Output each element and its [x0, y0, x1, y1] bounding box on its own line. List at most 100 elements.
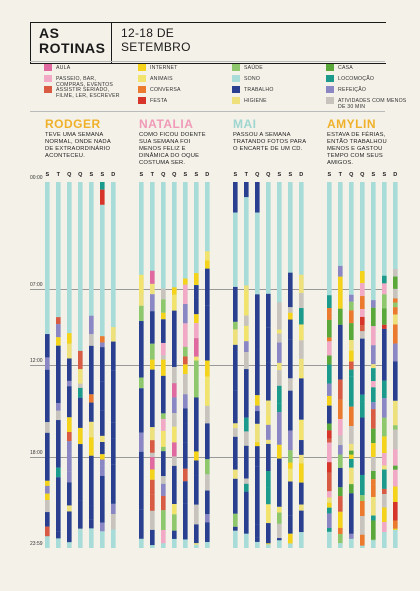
activity-segment — [277, 385, 282, 404]
activity-segment — [299, 504, 304, 511]
activity-segment — [277, 370, 282, 386]
activity-segment — [255, 294, 260, 350]
legend-swatch — [44, 64, 52, 71]
activity-segment — [183, 468, 188, 482]
activity-segment — [338, 399, 343, 420]
activity-segment — [45, 422, 50, 433]
activity-segment — [89, 519, 94, 529]
activity-segment — [382, 469, 387, 489]
legend-label: FESTA — [150, 97, 168, 104]
activity-segment — [349, 443, 354, 451]
activity-segment — [183, 503, 188, 540]
day-label: Q — [360, 172, 365, 178]
activity-segment — [349, 458, 354, 468]
day-label: S — [382, 172, 387, 178]
activity-segment — [371, 364, 376, 369]
activity-segment — [67, 431, 72, 442]
activity-segment — [194, 397, 199, 452]
activity-segment — [139, 321, 144, 378]
activity-segment — [255, 182, 260, 213]
activity-segment — [266, 487, 271, 505]
activity-segment — [371, 456, 376, 472]
activity-segment — [172, 456, 177, 466]
activity-segment — [233, 469, 238, 479]
title-line-2: ROTINAS — [39, 40, 106, 56]
activity-segment — [111, 370, 116, 423]
activity-segment — [78, 427, 83, 445]
activity-segment — [89, 437, 94, 456]
activity-segment — [277, 302, 282, 311]
day-label: S — [183, 172, 188, 178]
activity-segment — [67, 333, 72, 344]
activity-segment — [360, 474, 365, 496]
activity-segment — [172, 383, 177, 398]
activity-segment — [393, 343, 398, 362]
activity-segment — [205, 395, 210, 406]
legend-label: ANIMAIS — [150, 75, 173, 82]
activity-segment — [382, 398, 387, 418]
activity-segment — [150, 469, 155, 480]
person-description: PASSOU A SEMANA TRATANDO FOTOS PARA O EN… — [233, 132, 306, 152]
activity-segment — [327, 438, 332, 443]
activity-segment — [194, 475, 199, 505]
activity-segment — [45, 480, 50, 486]
activity-segment — [393, 324, 398, 344]
activity-segment — [139, 305, 144, 322]
activity-segment — [161, 451, 166, 477]
activity-segment — [349, 301, 354, 311]
activity-segment — [393, 429, 398, 450]
activity-segment — [139, 377, 144, 389]
activity-segment — [183, 374, 188, 395]
activity-segment — [255, 349, 260, 396]
activity-segment — [205, 305, 210, 361]
activity-segment — [150, 283, 155, 295]
activity-segment — [89, 394, 94, 403]
activity-segment — [205, 370, 210, 377]
activity-segment — [349, 454, 354, 459]
legend-swatch — [232, 64, 240, 71]
activity-segment — [327, 502, 332, 508]
activity-segment — [111, 422, 116, 439]
activity-segment — [183, 394, 188, 409]
activity-segment — [349, 493, 354, 534]
activity-segment — [338, 308, 343, 325]
activity-segment — [371, 496, 376, 516]
day-label: S — [288, 172, 293, 178]
activity-segment — [89, 505, 94, 520]
day-label: D — [205, 172, 210, 178]
activity-segment — [78, 387, 83, 398]
activity-segment — [161, 342, 166, 356]
activity-segment — [277, 428, 282, 445]
activity-segment — [161, 495, 166, 511]
activity-segment — [371, 300, 376, 308]
activity-segment — [371, 345, 376, 365]
activity-segment — [338, 496, 343, 512]
activity-segment — [67, 453, 72, 472]
activity-segment — [244, 417, 249, 432]
activity-segment — [183, 284, 188, 305]
day-label: T — [150, 172, 154, 178]
activity-segment — [393, 501, 398, 521]
activity-segment — [288, 272, 293, 308]
activity-segment — [255, 411, 260, 424]
activity-segment — [382, 493, 387, 508]
activity-segment — [393, 307, 398, 315]
time-label: 23:59 — [30, 541, 43, 547]
activity-segment — [172, 465, 177, 505]
activity-segment — [183, 356, 188, 365]
activity-segment — [150, 440, 155, 453]
activity-segment — [139, 509, 144, 539]
title-line-1: AS — [39, 25, 60, 41]
day-label: Q — [266, 172, 271, 178]
activity-segment — [194, 504, 199, 525]
legend-swatch — [326, 97, 334, 104]
activity-segment — [67, 380, 72, 387]
person-name: MAI — [233, 117, 257, 131]
activity-segment — [56, 317, 61, 325]
activity-segment — [349, 467, 354, 485]
activity-segment — [100, 189, 105, 205]
activity-segment — [338, 419, 343, 436]
activity-segment — [172, 376, 177, 384]
activity-segment — [233, 344, 238, 391]
date-line-1: 12-18 DE — [121, 26, 175, 40]
